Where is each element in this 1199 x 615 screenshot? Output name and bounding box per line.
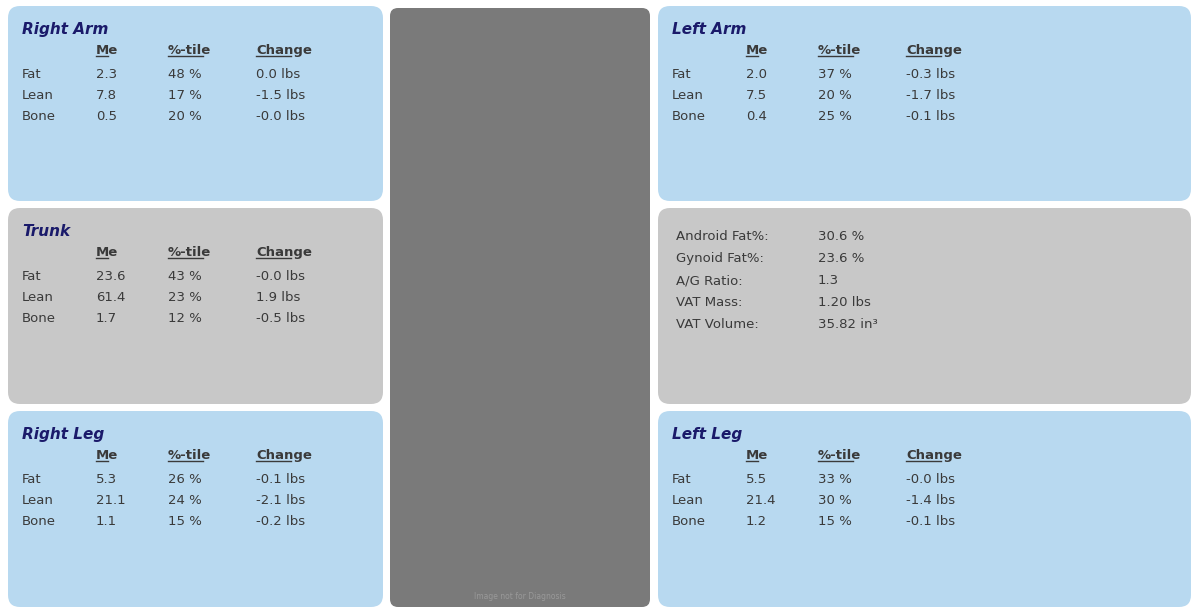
Text: Right Arm: Right Arm <box>22 22 108 37</box>
Text: 15 %: 15 % <box>818 515 851 528</box>
Text: -0.1 lbs: -0.1 lbs <box>906 515 956 528</box>
Text: Android Fat%:: Android Fat%: <box>676 230 769 243</box>
Text: -0.0 lbs: -0.0 lbs <box>906 473 954 486</box>
Text: Bone: Bone <box>22 312 56 325</box>
Text: 7.8: 7.8 <box>96 89 118 102</box>
Text: 25 %: 25 % <box>818 110 851 123</box>
Text: 5.5: 5.5 <box>746 473 767 486</box>
Text: -0.0 lbs: -0.0 lbs <box>257 270 305 283</box>
Text: 0.0 lbs: 0.0 lbs <box>257 68 300 81</box>
Text: 20 %: 20 % <box>168 110 201 123</box>
Text: -0.2 lbs: -0.2 lbs <box>257 515 305 528</box>
Text: Fat: Fat <box>671 68 692 81</box>
Text: 48 %: 48 % <box>168 68 201 81</box>
Text: 15 %: 15 % <box>168 515 201 528</box>
Text: 35.82 in³: 35.82 in³ <box>818 318 878 331</box>
Text: -0.5 lbs: -0.5 lbs <box>257 312 305 325</box>
Text: 24 %: 24 % <box>168 494 201 507</box>
Text: 21.1: 21.1 <box>96 494 126 507</box>
Text: 1.2: 1.2 <box>746 515 767 528</box>
Text: Lean: Lean <box>22 291 54 304</box>
Text: Change: Change <box>257 449 312 462</box>
Text: 23.6 %: 23.6 % <box>818 252 864 265</box>
Text: 43 %: 43 % <box>168 270 201 283</box>
Text: 1.3: 1.3 <box>818 274 839 287</box>
Text: 12 %: 12 % <box>168 312 201 325</box>
Text: Bone: Bone <box>671 515 706 528</box>
Text: Gynoid Fat%:: Gynoid Fat%: <box>676 252 764 265</box>
Text: 26 %: 26 % <box>168 473 201 486</box>
Text: 0.4: 0.4 <box>746 110 767 123</box>
Text: Fat: Fat <box>671 473 692 486</box>
Text: Me: Me <box>746 449 769 462</box>
Text: -0.3 lbs: -0.3 lbs <box>906 68 956 81</box>
Text: -0.1 lbs: -0.1 lbs <box>257 473 305 486</box>
Text: Lean: Lean <box>671 494 704 507</box>
Text: 2.0: 2.0 <box>746 68 767 81</box>
Text: Change: Change <box>906 449 962 462</box>
Text: -1.7 lbs: -1.7 lbs <box>906 89 956 102</box>
FancyBboxPatch shape <box>658 6 1191 201</box>
Text: 17 %: 17 % <box>168 89 201 102</box>
Text: -1.5 lbs: -1.5 lbs <box>257 89 306 102</box>
Text: Change: Change <box>257 44 312 57</box>
FancyBboxPatch shape <box>390 8 650 607</box>
Text: 1.7: 1.7 <box>96 312 118 325</box>
Text: Me: Me <box>96 44 119 57</box>
Text: Left Arm: Left Arm <box>671 22 746 37</box>
Text: Lean: Lean <box>671 89 704 102</box>
FancyBboxPatch shape <box>8 6 382 201</box>
Text: 7.5: 7.5 <box>746 89 767 102</box>
Text: 23.6: 23.6 <box>96 270 126 283</box>
Text: Lean: Lean <box>22 89 54 102</box>
Text: %-tile: %-tile <box>168 44 211 57</box>
Text: 0.5: 0.5 <box>96 110 118 123</box>
Text: 30.6 %: 30.6 % <box>818 230 864 243</box>
Text: 23 %: 23 % <box>168 291 201 304</box>
Text: Trunk: Trunk <box>22 224 70 239</box>
Text: Fat: Fat <box>22 68 42 81</box>
Text: 30 %: 30 % <box>818 494 851 507</box>
FancyBboxPatch shape <box>8 208 382 404</box>
Text: Right Leg: Right Leg <box>22 427 104 442</box>
Text: 1.9 lbs: 1.9 lbs <box>257 291 301 304</box>
FancyBboxPatch shape <box>8 411 382 607</box>
FancyBboxPatch shape <box>658 411 1191 607</box>
Text: 1.20 lbs: 1.20 lbs <box>818 296 870 309</box>
Text: 33 %: 33 % <box>818 473 851 486</box>
Text: Fat: Fat <box>22 270 42 283</box>
Text: Bone: Bone <box>22 515 56 528</box>
Text: -2.1 lbs: -2.1 lbs <box>257 494 306 507</box>
Text: 5.3: 5.3 <box>96 473 118 486</box>
Text: %-tile: %-tile <box>818 44 861 57</box>
FancyBboxPatch shape <box>658 208 1191 404</box>
Text: %-tile: %-tile <box>168 449 211 462</box>
Text: 37 %: 37 % <box>818 68 851 81</box>
Text: Bone: Bone <box>22 110 56 123</box>
Text: Me: Me <box>746 44 769 57</box>
Text: VAT Mass:: VAT Mass: <box>676 296 742 309</box>
Text: Left Leg: Left Leg <box>671 427 742 442</box>
Text: Me: Me <box>96 449 119 462</box>
Text: Fat: Fat <box>22 473 42 486</box>
Text: Image not for Diagnosis: Image not for Diagnosis <box>474 592 566 601</box>
Text: %-tile: %-tile <box>818 449 861 462</box>
Text: -1.4 lbs: -1.4 lbs <box>906 494 956 507</box>
Text: A/G Ratio:: A/G Ratio: <box>676 274 742 287</box>
Text: VAT Volume:: VAT Volume: <box>676 318 759 331</box>
Text: Me: Me <box>96 246 119 259</box>
Text: Bone: Bone <box>671 110 706 123</box>
Text: 61.4: 61.4 <box>96 291 126 304</box>
Text: 1.1: 1.1 <box>96 515 118 528</box>
Text: %-tile: %-tile <box>168 246 211 259</box>
Text: -0.0 lbs: -0.0 lbs <box>257 110 305 123</box>
Text: -0.1 lbs: -0.1 lbs <box>906 110 956 123</box>
Text: 2.3: 2.3 <box>96 68 118 81</box>
Text: 20 %: 20 % <box>818 89 851 102</box>
Text: 21.4: 21.4 <box>746 494 776 507</box>
Text: Change: Change <box>257 246 312 259</box>
Text: Change: Change <box>906 44 962 57</box>
Text: Lean: Lean <box>22 494 54 507</box>
